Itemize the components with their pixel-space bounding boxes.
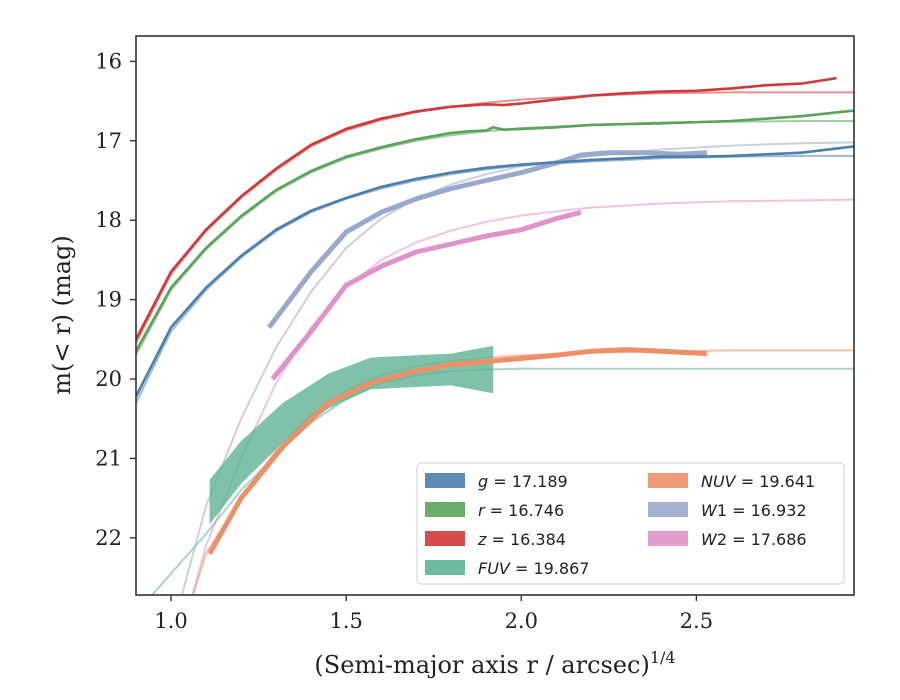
legend-label-z: z = 16.384 [477, 530, 566, 549]
x-tick-label: 1.0 [154, 609, 187, 633]
legend-frame [416, 462, 845, 585]
y-tick-label: 16 [95, 49, 122, 73]
x-axis-title: (Semi-major axis r / arcsec)1/4 [314, 648, 675, 679]
model-curve-w2 [191, 198, 854, 595]
legend-swatch-z [425, 531, 465, 546]
plot-marks [136, 76, 854, 595]
legend-swatch-w1 [648, 502, 688, 517]
measured-curve-g [136, 145, 854, 398]
x-tick-label: 1.5 [329, 609, 362, 633]
legend-label-w1: W1 = 16.932 [701, 501, 807, 520]
measured-curve-nuv [207, 347, 708, 555]
y-tick-label: 21 [95, 446, 122, 470]
legend-swatch-w2 [648, 531, 688, 546]
measured-curve-z [136, 76, 837, 340]
measured-curve-r [136, 109, 854, 352]
legend-label-nuv: NUV = 19.641 [701, 472, 815, 491]
x-axis-title-text: (Semi-major axis r / arcsec) [314, 651, 649, 679]
legend: g = 17.189 r = 16.746 z = 16.384 FUV = 19.8… [416, 462, 845, 585]
plot-frame [135, 35, 855, 596]
legend-label-r: r = 16.746 [478, 501, 564, 520]
measured-curve-w1 [267, 150, 708, 329]
y-axis-title: m(< r) (mag) [48, 235, 76, 394]
x-tick-label: 2.0 [505, 609, 538, 633]
x-tick-label: 2.5 [680, 609, 713, 633]
y-tick-label: 19 [95, 288, 122, 312]
legend-swatch-nuv [648, 473, 688, 488]
legend-swatch-r [425, 502, 465, 517]
legend-swatch-g [425, 473, 465, 488]
legend-label-w2: W2 = 17.686 [701, 530, 807, 549]
legend-label-g: g = 17.189 [478, 472, 568, 491]
y-tick-label: 18 [95, 208, 122, 232]
y-tick-label: 20 [95, 367, 122, 391]
y-tick-label: 17 [95, 129, 122, 153]
x-axis-title-exponent: 1/4 [650, 648, 676, 667]
legend-swatch-fuv [425, 560, 465, 575]
y-tick-label: 22 [95, 526, 122, 550]
measured-curve-w2 [270, 209, 582, 381]
axis-ticks: 1.0 1.5 2.0 2.5 16 17 18 19 20 21 22 [95, 49, 713, 633]
legend-label-fuv: FUV = 19.867 [478, 559, 589, 578]
